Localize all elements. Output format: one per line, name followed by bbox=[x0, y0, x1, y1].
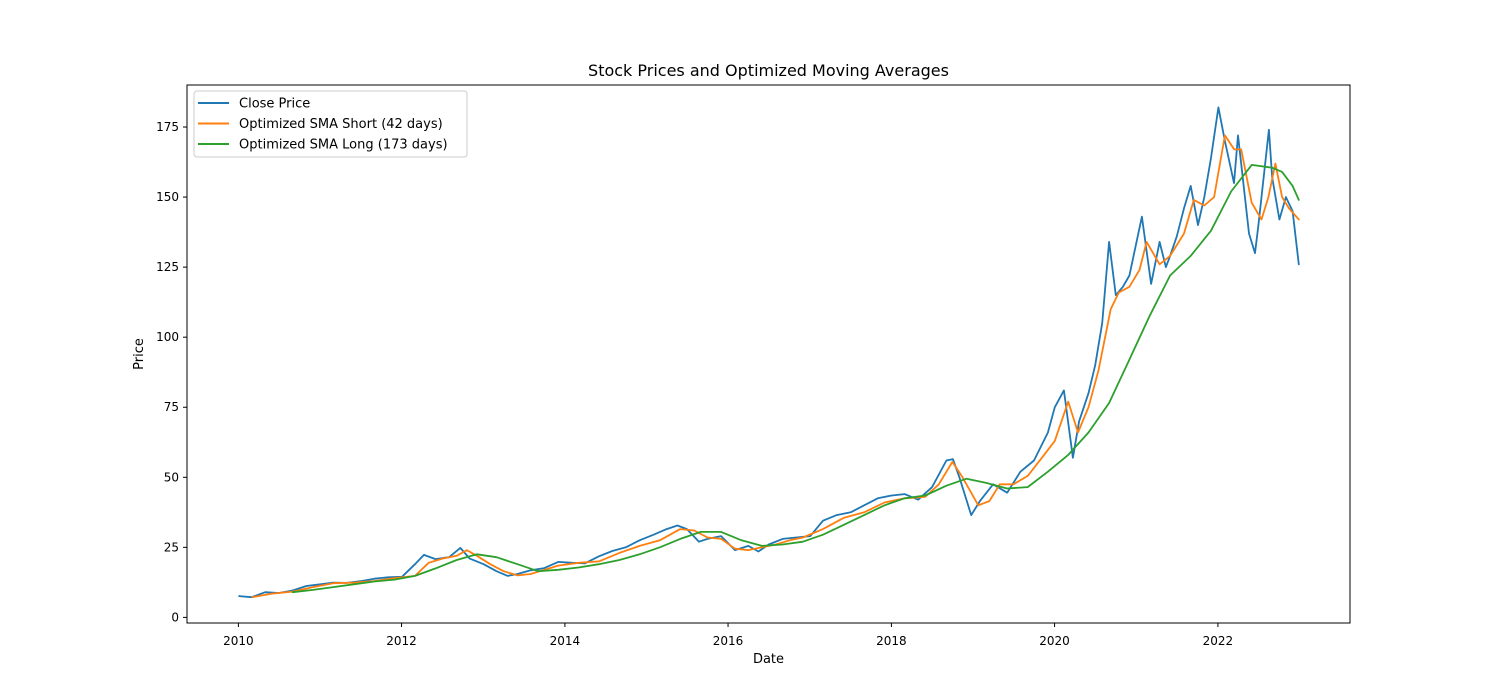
y-axis: 0 25 50 75 100 125 150 175 bbox=[156, 120, 187, 624]
series-line-0 bbox=[238, 106, 1300, 599]
y-axis-label: Price bbox=[132, 338, 147, 370]
y-tick-label: 100 bbox=[156, 330, 179, 344]
x-tick-label: 2022 bbox=[1203, 634, 1234, 648]
legend-entry-1: Optimized SMA Short (42 days) bbox=[239, 117, 443, 132]
series-line-2 bbox=[291, 163, 1300, 594]
legend: Close Price Optimized SMA Short (42 days)… bbox=[193, 90, 468, 158]
y-tick-label: 50 bbox=[164, 470, 179, 484]
y-tick-label: 0 bbox=[171, 610, 179, 624]
x-tick-label: 2016 bbox=[713, 634, 744, 648]
y-tick-label: 150 bbox=[156, 190, 179, 204]
y-tick-label: 25 bbox=[164, 540, 179, 554]
x-axis: 2010 2012 2014 2016 2018 2020 2022 bbox=[223, 623, 1233, 648]
y-tick-label: 175 bbox=[156, 120, 179, 134]
plot-area bbox=[238, 106, 1300, 599]
series-line-1 bbox=[251, 134, 1300, 599]
legend-box bbox=[193, 90, 468, 158]
x-axis-label: Date bbox=[753, 652, 784, 667]
chart-title: Stock Prices and Optimized Moving Averag… bbox=[588, 61, 949, 80]
legend-entry-0: Close Price bbox=[239, 97, 310, 112]
legend-entry-2: Optimized SMA Long (173 days) bbox=[239, 138, 448, 153]
x-tick-label: 2020 bbox=[1039, 634, 1070, 648]
x-tick-label: 2012 bbox=[386, 634, 417, 648]
x-tick-label: 2010 bbox=[223, 634, 254, 648]
axes-frame bbox=[186, 84, 1351, 624]
y-tick-label: 75 bbox=[164, 400, 179, 414]
x-tick-label: 2014 bbox=[550, 634, 581, 648]
x-tick-label: 2018 bbox=[876, 634, 907, 648]
y-tick-label: 125 bbox=[156, 260, 179, 274]
